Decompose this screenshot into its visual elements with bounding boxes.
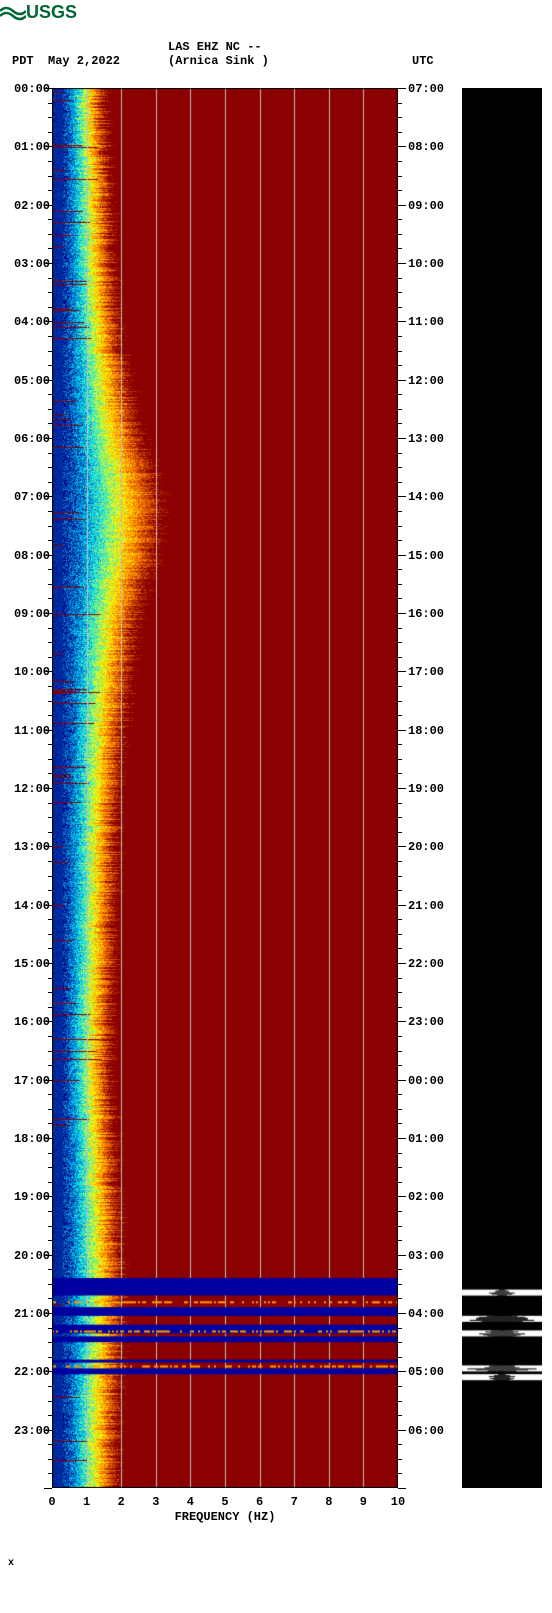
ytick-right: 21:00 — [408, 899, 444, 913]
ytick-right: 07:00 — [408, 82, 444, 96]
amplitude-panel — [462, 88, 542, 1488]
spectrogram-canvas — [52, 88, 398, 1488]
ytick-left: 05:00 — [14, 374, 50, 388]
xaxis-label: FREQUENCY (HZ) — [0, 1510, 450, 1524]
ytick-left: 11:00 — [14, 724, 50, 738]
ytick-left: 06:00 — [14, 432, 50, 446]
usgs-logo: USGS — [0, 2, 77, 23]
xtick: 1 — [77, 1495, 97, 1509]
ytick-right: 10:00 — [408, 257, 444, 271]
tz-right-label: UTC — [412, 54, 434, 68]
ytick-left: 17:00 — [14, 1074, 50, 1088]
date-label: May 2,2022 — [48, 54, 120, 68]
xtick: 10 — [388, 1495, 408, 1509]
logo-text: USGS — [26, 2, 77, 23]
ytick-right: 17:00 — [408, 665, 444, 679]
ytick-left: 15:00 — [14, 957, 50, 971]
wave-icon — [0, 5, 26, 21]
ytick-right: 12:00 — [408, 374, 444, 388]
ytick-left: 21:00 — [14, 1307, 50, 1321]
ytick-left: 12:00 — [14, 782, 50, 796]
xtick: 4 — [180, 1495, 200, 1509]
ytick-right: 13:00 — [408, 432, 444, 446]
ytick-right: 22:00 — [408, 957, 444, 971]
ytick-left: 23:00 — [14, 1424, 50, 1438]
ytick-right: 02:00 — [408, 1190, 444, 1204]
ytick-left: 02:00 — [14, 199, 50, 213]
ytick-right: 14:00 — [408, 490, 444, 504]
station-line1: LAS EHZ NC -- — [168, 40, 262, 54]
xtick: 0 — [42, 1495, 62, 1509]
ytick-right: 15:00 — [408, 549, 444, 563]
amplitude-canvas — [462, 88, 542, 1488]
ytick-right: 04:00 — [408, 1307, 444, 1321]
ytick-right: 20:00 — [408, 840, 444, 854]
xtick: 2 — [111, 1495, 131, 1509]
ytick-right: 18:00 — [408, 724, 444, 738]
ytick-left: 10:00 — [14, 665, 50, 679]
ytick-right: 16:00 — [408, 607, 444, 621]
ytick-left: 01:00 — [14, 140, 50, 154]
ytick-right: 19:00 — [408, 782, 444, 796]
ytick-right: 08:00 — [408, 140, 444, 154]
xtick: 8 — [319, 1495, 339, 1509]
station-line2: (Arnica Sink ) — [168, 54, 269, 68]
ytick-right: 01:00 — [408, 1132, 444, 1146]
ytick-left: 04:00 — [14, 315, 50, 329]
xtick: 6 — [250, 1495, 270, 1509]
ytick-left: 00:00 — [14, 82, 50, 96]
ytick-right: 03:00 — [408, 1249, 444, 1263]
ytick-right: 09:00 — [408, 199, 444, 213]
spectrogram-plot — [52, 88, 398, 1488]
ytick-right: 11:00 — [408, 315, 444, 329]
xtick: 3 — [146, 1495, 166, 1509]
ytick-left: 03:00 — [14, 257, 50, 271]
ytick-left: 13:00 — [14, 840, 50, 854]
xtick: 5 — [215, 1495, 235, 1509]
ytick-right: 00:00 — [408, 1074, 444, 1088]
ytick-left: 09:00 — [14, 607, 50, 621]
ytick-right: 06:00 — [408, 1424, 444, 1438]
ytick-left: 20:00 — [14, 1249, 50, 1263]
ytick-left: 16:00 — [14, 1015, 50, 1029]
ytick-right: 23:00 — [408, 1015, 444, 1029]
ytick-left: 07:00 — [14, 490, 50, 504]
tz-left-label: PDT — [12, 54, 34, 68]
ytick-left: 18:00 — [14, 1132, 50, 1146]
xtick: 9 — [353, 1495, 373, 1509]
ytick-left: 14:00 — [14, 899, 50, 913]
footer-mark: x — [8, 1558, 14, 1569]
xtick: 7 — [284, 1495, 304, 1509]
ytick-right: 05:00 — [408, 1365, 444, 1379]
ytick-left: 19:00 — [14, 1190, 50, 1204]
ytick-left: 22:00 — [14, 1365, 50, 1379]
ytick-left: 08:00 — [14, 549, 50, 563]
